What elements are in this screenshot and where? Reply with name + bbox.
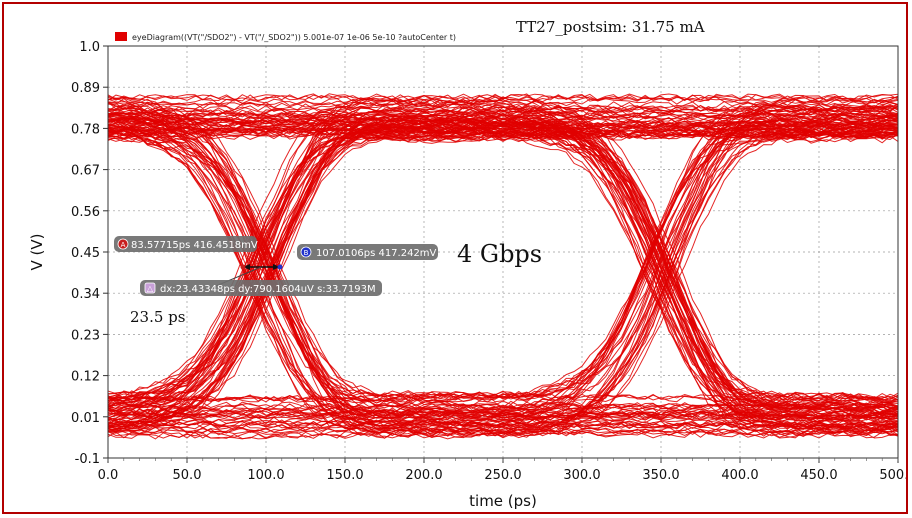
marker-a-value: 83.57715ps 416.4518mV [131, 240, 258, 251]
y-tick-label: 0.89 [71, 81, 100, 96]
eye-trace [108, 430, 898, 439]
y-tick-label: 0.56 [71, 205, 100, 220]
y-tick-label: 0.23 [71, 328, 100, 343]
eye-trace [108, 102, 898, 410]
eye-trace [108, 135, 898, 407]
eye-trace [108, 94, 898, 439]
eye-trace [108, 104, 898, 399]
delta-arrowhead-left [243, 264, 250, 270]
eye-trace [108, 117, 898, 410]
eye-trace [108, 93, 898, 432]
y-tick-label: 0.45 [71, 246, 100, 261]
x-tick-label: 300.0 [563, 468, 600, 483]
legend-entry: eyeDiagram((VT("/SDO2") - VT("/_SDO2")) … [132, 33, 456, 42]
eye-trace [108, 111, 898, 440]
y-tick-label: -0.1 [75, 452, 100, 467]
chart-title: TT27_postsim: 31.75 mA [516, 18, 705, 36]
marker-b-id: B [304, 249, 309, 257]
marker-a-id: A [121, 241, 126, 249]
delta-label[interactable]: △ dx:23.43348ps dy:790.1604uV s:33.7193M [140, 280, 382, 296]
marker-b-icon [300, 246, 312, 258]
eye-trace [108, 130, 898, 424]
eye-trace [108, 105, 898, 425]
eye-trace [108, 132, 898, 140]
marker-a-point [240, 264, 246, 270]
x-tick-label: 0.0 [98, 468, 119, 483]
marker-a-label[interactable]: A 83.57715ps 416.4518mV [114, 236, 258, 252]
y-tick-label: 0.78 [71, 122, 100, 137]
y-tick-label: 0.12 [71, 370, 100, 385]
eye-trace [108, 125, 898, 134]
y-tick-label: 0.67 [71, 164, 100, 179]
eye-trace [108, 121, 898, 130]
marker-layer: A 83.57715ps 416.4518mV B 107.0106ps 417… [114, 236, 438, 296]
eye-trace [108, 95, 898, 404]
crossing-width-annotation: 23.5 ps [130, 308, 185, 326]
x-tick-label: 200.0 [405, 468, 442, 483]
x-tick-label: 150.0 [326, 468, 363, 483]
x-tick-label: 450.0 [800, 468, 837, 483]
eye-trace [108, 413, 898, 422]
x-tick-label: 50.0 [173, 468, 202, 483]
eye-trace [108, 97, 898, 434]
eye-trace [108, 117, 898, 430]
x-axis-title: time (ps) [469, 492, 537, 510]
x-tick-label: 500.0 [879, 468, 906, 483]
delta-arrowhead-right [273, 264, 280, 270]
y-axis-title: V (V) [28, 234, 46, 271]
eye-trace [108, 426, 898, 435]
eye-trace [108, 112, 898, 437]
eye-trace [108, 403, 898, 411]
x-tick-label: 400.0 [721, 468, 758, 483]
eye-trace [108, 111, 898, 119]
x-tick-label: 100.0 [247, 468, 284, 483]
x-tick-label: 350.0 [642, 468, 679, 483]
eye-trace [108, 117, 898, 423]
delta-icon-glyph: △ [147, 284, 154, 293]
eye-diagram-chart: 1.0 0.89 0.78 0.67 0.56 0.45 0.34 0.23 0.12 0.01 -… [28, 18, 906, 510]
eye-trace [108, 135, 898, 419]
marker-b-value: 107.0106ps 417.242mV [316, 248, 437, 259]
eye-trace [108, 118, 898, 403]
x-axis-ticks: 0.0 50.0 100.0 150.0 200.0 250.0 300.0 350.0 400… [98, 458, 906, 483]
eye-trace [108, 408, 898, 416]
delta-icon [144, 282, 156, 294]
legend-swatch [115, 32, 127, 41]
y-tick-label: 0.34 [71, 287, 100, 302]
y-tick-label: 0.01 [71, 411, 100, 426]
eye-trace [108, 126, 898, 401]
eye-trace [108, 105, 898, 114]
eye-trace [108, 99, 898, 427]
marker-b-label[interactable]: B 107.0106ps 417.242mV [297, 244, 438, 260]
eye-trace [108, 111, 898, 120]
bitrate-annotation: 4 Gbps [457, 240, 542, 268]
x-tick-label: 250.0 [484, 468, 521, 483]
marker-b-point [277, 264, 283, 270]
delta-value: dx:23.43348ps dy:790.1604uV s:33.7193M [160, 284, 376, 295]
legend: eyeDiagram((VT("/SDO2") - VT("/_SDO2")) … [115, 32, 456, 42]
marker-a-icon [117, 238, 129, 250]
eye-trace [108, 133, 898, 417]
y-tick-label: 1.0 [79, 40, 100, 55]
eye-trace [108, 116, 898, 430]
eye-trace [108, 419, 898, 428]
eye-traces [108, 93, 898, 440]
eye-trace [108, 111, 898, 413]
y-axis-ticks: 1.0 0.89 0.78 0.67 0.56 0.45 0.34 0.23 0.12 0.01 -… [71, 40, 108, 467]
eye-trace [108, 128, 898, 137]
